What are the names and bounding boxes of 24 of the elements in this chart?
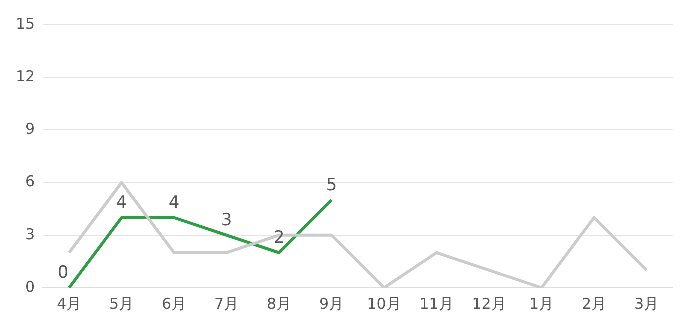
x-tick-label: 5月 <box>110 294 134 313</box>
x-tick-label: 10月 <box>367 294 402 313</box>
data-label: 4 <box>116 192 128 213</box>
x-tick-label: 4月 <box>57 294 82 313</box>
x-tick-label: 8月 <box>267 294 292 313</box>
y-tick-label: 9 <box>26 120 36 138</box>
data-label: 2 <box>274 228 285 248</box>
y-tick-label: 0 <box>26 278 36 296</box>
y-tick-label: 6 <box>26 172 36 191</box>
y-tick-label: 12 <box>16 67 36 86</box>
x-tick-label: 3月 <box>634 294 660 313</box>
x-tick-label: 7月 <box>214 294 240 313</box>
y-tick-label: 3 <box>26 225 36 244</box>
y-tick-label: 15 <box>16 14 36 33</box>
data-label: 4 <box>168 192 180 213</box>
data-label: 3 <box>221 210 232 230</box>
x-tick-label: 9月 <box>320 294 344 313</box>
x-tick-label: 11月 <box>420 294 454 313</box>
data-label: 5 <box>326 175 338 196</box>
x-tick-label: 6月 <box>162 294 187 313</box>
x-tick-label: 12月 <box>472 294 506 313</box>
x-tick-label: 1月 <box>529 294 554 313</box>
data-label: 0 <box>58 262 69 283</box>
x-tick-label: 2月 <box>582 294 607 313</box>
